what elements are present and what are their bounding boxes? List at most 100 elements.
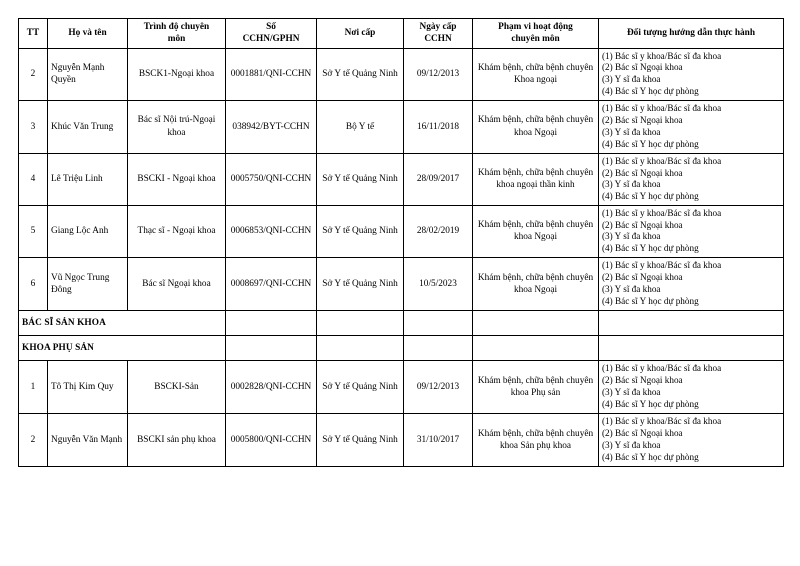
list-item: (3) Y sĩ đa khoa	[602, 74, 661, 85]
cell-trainee-objects: (1) Bác sĩ y khoa/Bác sĩ đa khoa (2) Bác…	[598, 412, 784, 467]
cell-issue-date: 28/02/2019	[403, 204, 473, 258]
cell-tt: 3	[18, 99, 48, 154]
section-empty-cell	[403, 309, 473, 336]
cell-practice-scope: Khám bệnh, chữa bệnh chuyên khoa Phụ sản	[472, 359, 599, 414]
trainee-objects-list: (1) Bác sĩ y khoa/Bác sĩ đa khoa (2) Bác…	[602, 416, 780, 463]
section-empty-cell	[598, 309, 784, 336]
list-item: (3) Y sĩ đa khoa	[602, 283, 661, 294]
cell-issuing-place: Sở Y tế Quảng Ninh	[316, 152, 404, 206]
practice-scope-text: Khám bệnh, chữa bệnh chuyên khoa Ngoại	[477, 272, 594, 295]
trainee-objects-list: (1) Bác sĩ y khoa/Bác sĩ đa khoa (2) Bác…	[602, 156, 780, 203]
cell-issue-date: 09/12/2013	[403, 359, 473, 414]
cell-qualification: Bác sĩ Nội trú-Ngoại khoa	[127, 99, 226, 154]
list-item: (3) Y sĩ đa khoa	[602, 386, 661, 397]
cell-license-number: 0006853/QNI-CCHN	[225, 204, 317, 258]
practice-scope-text: Khám bệnh, chữa bệnh chuyên Khoa ngoại	[477, 62, 594, 86]
header-text-license-line1: Số	[266, 22, 276, 32]
cell-qualification: BSCKI - Ngoại khoa	[127, 152, 226, 206]
full-name-text: Khúc Văn Trung	[51, 121, 114, 132]
cell-issuing-place: Sở Y tế Quảng Ninh	[316, 47, 404, 101]
list-item: (2) Bác sĩ Ngoại khoa	[602, 115, 683, 126]
section-empty-cell	[403, 334, 473, 361]
cell-full-name: Vũ Ngọc Trung Đông	[47, 256, 128, 311]
header-text-issue-date-line2: CCHN	[424, 34, 452, 45]
trainee-objects-list: (1) Bác sĩ y khoa/Bác sĩ đa khoa (2) Bác…	[602, 208, 780, 255]
cell-full-name: Khúc Văn Trung	[47, 99, 128, 154]
cell-issuing-place: Sở Y tế Quảng Ninh	[316, 359, 404, 414]
section-empty-cell	[598, 334, 784, 361]
list-item: (1) Bác sĩ y khoa/Bác sĩ đa khoa	[602, 416, 722, 427]
trainee-objects-list: (1) Bác sĩ y khoa/Bác sĩ đa khoa (2) Bác…	[602, 363, 780, 410]
table-row: 5 Giang Lộc Anh Thạc sĩ - Ngoại khoa 000…	[18, 204, 784, 258]
cell-tt: 2	[18, 47, 48, 101]
section-empty-cell	[472, 309, 599, 336]
cell-license-number: 0005800/QNI-CCHN	[225, 412, 317, 467]
list-item: (2) Bác sĩ Ngoại khoa	[602, 375, 683, 386]
cell-practice-scope: Khám bệnh, chữa bệnh chuyên khoa Ngoại	[472, 204, 599, 258]
column-header-issuing-place: Nơi cấp	[316, 18, 404, 49]
section-empty-cell	[316, 309, 404, 336]
full-name-text: Giang Lộc Anh	[51, 226, 109, 237]
practitioner-registration-table: TT Họ và tên Trình độ chuyên môn Số CCHN/G…	[18, 18, 784, 467]
trainee-objects-list: (1) Bác sĩ y khoa/Bác sĩ đa khoa (2) Bác…	[602, 51, 780, 98]
list-item: (2) Bác sĩ Ngoại khoa	[602, 62, 683, 73]
table-row: 3 Khúc Văn Trung Bác sĩ Nội trú-Ngoại kh…	[18, 99, 784, 154]
cell-full-name: Nguyễn Văn Mạnh	[47, 412, 128, 467]
cell-issue-date: 10/5/2023	[403, 256, 473, 311]
cell-practice-scope: Khám bệnh, chữa bệnh chuyên khoa Ngoại	[472, 256, 599, 311]
list-item: (3) Y sĩ đa khoa	[602, 231, 661, 242]
practice-scope-text: Khám bệnh, chữa bệnh chuyên khoa ngoại t…	[477, 167, 594, 191]
full-name-text: Nguyễn Mạnh Quyền	[51, 62, 105, 86]
cell-issue-date: 28/09/2017	[403, 152, 473, 206]
cell-qualification: BSCK1-Ngoại khoa	[127, 47, 226, 101]
cell-tt: 1	[18, 359, 48, 414]
section-header-row: KHOA PHỤ SẢN	[18, 334, 784, 361]
cell-issuing-place: Bộ Y tế	[316, 99, 404, 154]
header-text-license-line2: CCHN/GPHN	[242, 34, 300, 45]
section-empty-cell	[225, 334, 317, 361]
cell-trainee-objects: (1) Bác sĩ y khoa/Bác sĩ đa khoa (2) Bác…	[598, 99, 784, 154]
cell-qualification: BSCKI sản phụ khoa	[127, 412, 226, 467]
table-row: 1 Tô Thị Kim Quy BSCKI-Sản 0002828/QNI-C…	[18, 359, 784, 414]
column-header-tt: TT	[18, 18, 48, 49]
full-name-text: Nguyễn Văn Mạnh	[51, 434, 123, 445]
table-row: 2 Nguyễn Mạnh Quyền BSCK1-Ngoại khoa 000…	[18, 47, 784, 101]
cell-tt: 5	[18, 204, 48, 258]
table-header: TT Họ và tên Trình độ chuyên môn Số CCHN/G…	[18, 18, 784, 49]
list-item: (1) Bác sĩ y khoa/Bác sĩ đa khoa	[602, 103, 722, 114]
column-header-practice-scope: Phạm vi hoạt động chuyên môn	[472, 18, 599, 49]
header-text-scope-line2: chuyên môn	[511, 34, 560, 45]
section-empty-cell	[225, 309, 317, 336]
cell-tt: 2	[18, 412, 48, 467]
list-item: (1) Bác sĩ y khoa/Bác sĩ đa khoa	[602, 207, 722, 218]
cell-issue-date: 09/12/2013	[403, 47, 473, 101]
cell-issuing-place: Sở Y tế Quảng Ninh	[316, 256, 404, 311]
cell-full-name: Nguyễn Mạnh Quyền	[47, 47, 128, 101]
cell-issuing-place: Sở Y tế Quảng Ninh	[316, 204, 404, 258]
list-item: (1) Bác sĩ y khoa/Bác sĩ đa khoa	[602, 155, 722, 166]
cell-trainee-objects: (1) Bác sĩ y khoa/Bác sĩ đa khoa (2) Bác…	[598, 152, 784, 206]
table-body: 2 Nguyễn Mạnh Quyền BSCK1-Ngoại khoa 000…	[18, 47, 784, 467]
trainee-objects-list: (1) Bác sĩ y khoa/Bác sĩ đa khoa (2) Bác…	[602, 260, 780, 307]
cell-practice-scope: Khám bệnh, chữa bệnh chuyên khoa Ngoại	[472, 99, 599, 154]
cell-trainee-objects: (1) Bác sĩ y khoa/Bác sĩ đa khoa (2) Bác…	[598, 204, 784, 258]
section-empty-cell	[316, 334, 404, 361]
header-text-issue-date-line1: Ngày cấp	[419, 22, 457, 32]
header-text-full-name: Họ và tên	[68, 28, 107, 39]
cell-practice-scope: Khám bệnh, chữa bệnh chuyên khoa ngoại t…	[472, 152, 599, 206]
cell-trainee-objects: (1) Bác sĩ y khoa/Bác sĩ đa khoa (2) Bác…	[598, 47, 784, 101]
header-text-trainee-objects: Đối tượng hướng dẫn thực hành	[626, 28, 756, 39]
list-item: (1) Bác sĩ y khoa/Bác sĩ đa khoa	[602, 50, 722, 61]
cell-full-name: Lê Triệu Linh	[47, 152, 128, 206]
section-title: BÁC SĨ SẢN KHOA	[18, 309, 226, 336]
cell-qualification: BSCKI-Sản	[127, 359, 226, 414]
header-text-qualification-line2: môn	[167, 34, 186, 45]
practice-scope-text: Khám bệnh, chữa bệnh chuyên khoa Ngoại	[477, 115, 594, 138]
practice-scope-text: Khám bệnh, chữa bệnh chuyên khoa Phụ sản	[477, 375, 594, 398]
trainee-objects-list: (1) Bác sĩ y khoa/Bác sĩ đa khoa (2) Bác…	[602, 103, 780, 150]
cell-license-number: 0005750/QNI-CCHN	[225, 152, 317, 206]
header-text-issuing-place: Nơi cấp	[344, 28, 376, 39]
header-text-scope-line1: Phạm vi hoạt động	[498, 22, 573, 32]
cell-issue-date: 16/11/2018	[403, 99, 473, 154]
section-empty-cell	[472, 334, 599, 361]
